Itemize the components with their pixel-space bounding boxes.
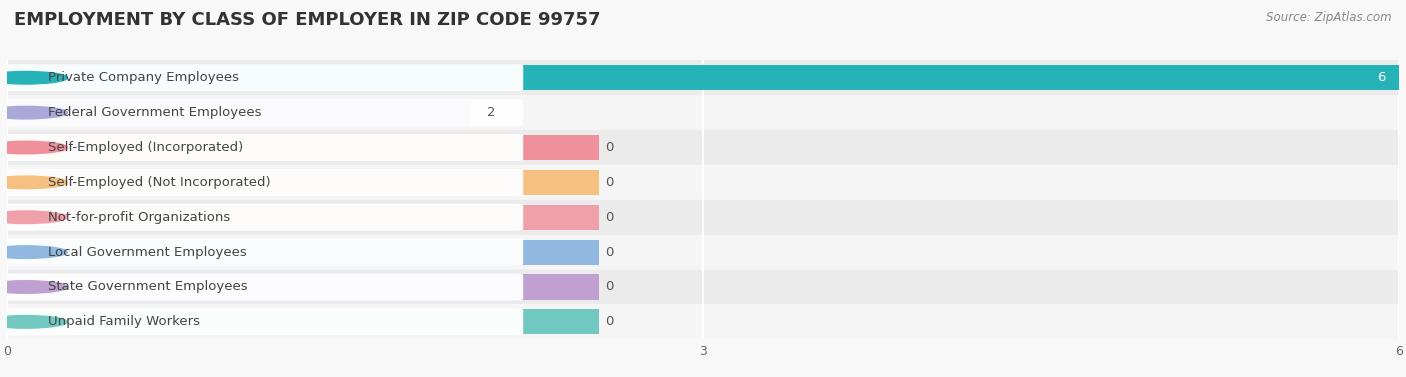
Bar — [7, 95, 1399, 130]
FancyBboxPatch shape — [1, 99, 523, 126]
Text: Not-for-profit Organizations: Not-for-profit Organizations — [48, 211, 229, 224]
Circle shape — [0, 176, 67, 188]
Bar — [7, 135, 599, 160]
Text: 0: 0 — [606, 211, 614, 224]
Text: Self-Employed (Not Incorporated): Self-Employed (Not Incorporated) — [48, 176, 270, 189]
Text: 0: 0 — [606, 246, 614, 259]
Text: 2: 2 — [488, 106, 496, 119]
Bar — [7, 234, 1399, 270]
Bar — [7, 274, 599, 300]
Bar — [7, 170, 599, 195]
Text: 0: 0 — [606, 316, 614, 328]
FancyBboxPatch shape — [1, 169, 523, 196]
Text: 6: 6 — [1376, 71, 1385, 84]
FancyBboxPatch shape — [1, 64, 523, 91]
Text: Private Company Employees: Private Company Employees — [48, 71, 239, 84]
Circle shape — [0, 246, 67, 258]
Circle shape — [0, 106, 67, 119]
Text: 0: 0 — [606, 141, 614, 154]
Text: Source: ZipAtlas.com: Source: ZipAtlas.com — [1267, 11, 1392, 24]
Text: Federal Government Employees: Federal Government Employees — [48, 106, 262, 119]
Text: Unpaid Family Workers: Unpaid Family Workers — [48, 316, 200, 328]
Text: State Government Employees: State Government Employees — [48, 280, 247, 293]
Circle shape — [0, 211, 67, 224]
Text: Local Government Employees: Local Government Employees — [48, 246, 246, 259]
Bar — [7, 130, 1399, 165]
Circle shape — [0, 316, 67, 328]
Circle shape — [0, 281, 67, 293]
Bar — [7, 205, 599, 230]
Bar — [7, 239, 599, 265]
Circle shape — [0, 141, 67, 154]
Circle shape — [0, 72, 67, 84]
Bar — [7, 309, 599, 334]
Text: Self-Employed (Incorporated): Self-Employed (Incorporated) — [48, 141, 243, 154]
Bar — [7, 200, 1399, 234]
Text: EMPLOYMENT BY CLASS OF EMPLOYER IN ZIP CODE 99757: EMPLOYMENT BY CLASS OF EMPLOYER IN ZIP C… — [14, 11, 600, 29]
FancyBboxPatch shape — [1, 134, 523, 161]
Bar — [7, 65, 1399, 90]
FancyBboxPatch shape — [1, 274, 523, 300]
FancyBboxPatch shape — [1, 204, 523, 231]
FancyBboxPatch shape — [1, 239, 523, 265]
Bar — [7, 60, 1399, 95]
Text: 0: 0 — [606, 176, 614, 189]
Bar — [7, 100, 471, 125]
Text: 0: 0 — [606, 280, 614, 293]
Bar — [7, 305, 1399, 339]
Bar — [7, 270, 1399, 305]
FancyBboxPatch shape — [1, 308, 523, 335]
Bar — [7, 165, 1399, 200]
